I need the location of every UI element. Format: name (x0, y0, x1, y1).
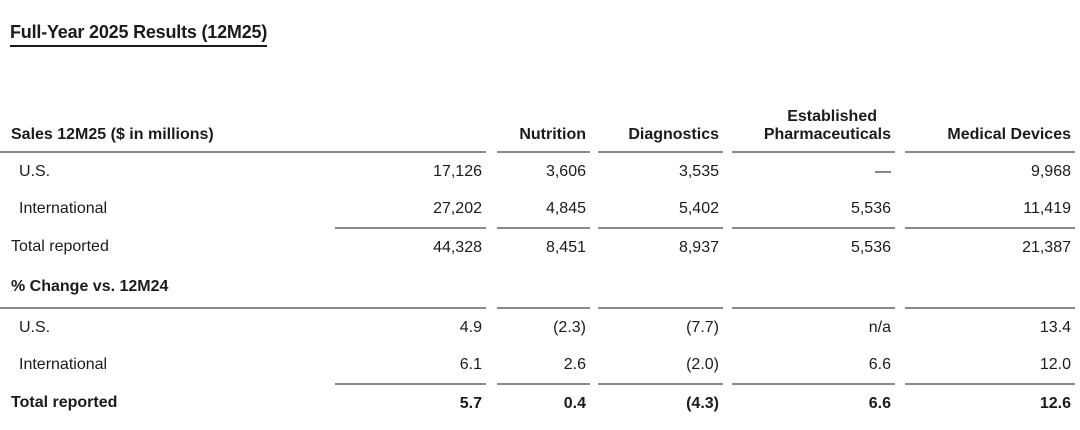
row-label: U.S. (19, 162, 51, 180)
column-gap (590, 89, 598, 152)
cell-nutrition: (2.3) (553, 318, 586, 336)
cell-medical-devices: 21,387 (905, 227, 1075, 266)
column-gap (486, 89, 497, 152)
cell-total-company: 27,202 (433, 199, 482, 217)
cell-established-pharmaceuticals: — (875, 162, 891, 180)
pct-row-us: U.S. 4.9 (2.3) (7.7) n/a 13.4 (0, 308, 1075, 346)
cell-total-company: 4.9 (459, 318, 482, 336)
row-label: Total reported (11, 394, 118, 411)
row-label: International (19, 200, 108, 217)
cell-established-pharmaceuticals: 5,536 (850, 199, 891, 217)
cell-total-company: 5.7 (335, 383, 486, 422)
column-header-diagnostics: Diagnostics (598, 89, 723, 153)
cell-nutrition: 3,606 (545, 162, 586, 180)
column-gap (723, 89, 732, 152)
sales-row-us: U.S. 17,126 3,606 3,535 — 9,968 (0, 152, 1075, 190)
column-header-established-pharmaceuticals: Established Pharmaceuticals (732, 89, 895, 153)
cell-medical-devices: 9,968 (1030, 162, 1071, 180)
pct-change-section-header-row: % Change vs. 12M24 (0, 266, 1075, 309)
table-header-row: Sales 12M25 ($ in millions) Nutrition Di… (0, 89, 1075, 153)
cell-diagnostics: (4.3) (598, 383, 723, 422)
pct-row-international: International 6.1 2.6 (2.0) 6.6 12.0 (0, 346, 1075, 384)
cell-nutrition: 4,845 (545, 199, 586, 217)
cell-medical-devices: 13.4 (1039, 318, 1071, 336)
cell-medical-devices: 11,419 (1023, 199, 1071, 217)
sales-row-international: International 27,202 4,845 5,402 5,536 1… (0, 190, 1075, 228)
header-line-established: Established (787, 108, 877, 125)
cell-medical-devices: 12.0 (1039, 355, 1071, 373)
cell-nutrition: 0.4 (497, 383, 590, 422)
sales-label-header: Sales 12M25 ($ in millions) (0, 89, 486, 153)
cell-nutrition: 2.6 (563, 355, 586, 373)
row-label: International (19, 356, 108, 373)
section-rule (732, 266, 895, 309)
cell-total-company: 6.1 (459, 355, 482, 373)
cell-medical-devices: 12.6 (905, 383, 1075, 422)
section-rule (905, 266, 1075, 309)
cell-nutrition: 8,451 (497, 227, 590, 266)
column-gap (895, 89, 905, 152)
cell-established-pharmaceuticals: n/a (868, 318, 891, 336)
cell-total-company: 17,126 (433, 162, 482, 180)
pct-change-section-title: % Change vs. 12M24 (0, 266, 486, 309)
cell-established-pharmaceuticals: 6.6 (732, 383, 895, 422)
cell-diagnostics: (2.0) (686, 355, 719, 373)
section-rule (497, 266, 590, 309)
page-title: Full-Year 2025 Results (12M25) (10, 22, 267, 47)
sales-row-total-reported: Total reported 44,328 8,451 8,937 5,536 … (0, 227, 1075, 266)
cell-total-company: 44,328 (335, 227, 486, 266)
header-line-pharmaceuticals: Pharmaceuticals (763, 126, 891, 143)
cell-diagnostics: 3,535 (678, 162, 719, 180)
row-label: Total reported (11, 238, 109, 255)
cell-established-pharmaceuticals: 5,536 (732, 227, 895, 266)
cell-diagnostics: (7.7) (686, 318, 719, 336)
row-label: U.S. (19, 318, 51, 336)
section-rule (598, 266, 723, 309)
cell-diagnostics: 5,402 (678, 199, 719, 217)
pct-row-total-reported: Total reported 5.7 0.4 (4.3) 6.6 12.6 (0, 383, 1075, 422)
cell-established-pharmaceuticals: 6.6 (868, 355, 891, 373)
column-header-medical-devices: Medical Devices (905, 89, 1075, 153)
column-header-nutrition: Nutrition (497, 89, 590, 153)
sales-results-table: Sales 12M25 ($ in millions) Nutrition Di… (0, 89, 1075, 422)
cell-diagnostics: 8,937 (598, 227, 723, 266)
